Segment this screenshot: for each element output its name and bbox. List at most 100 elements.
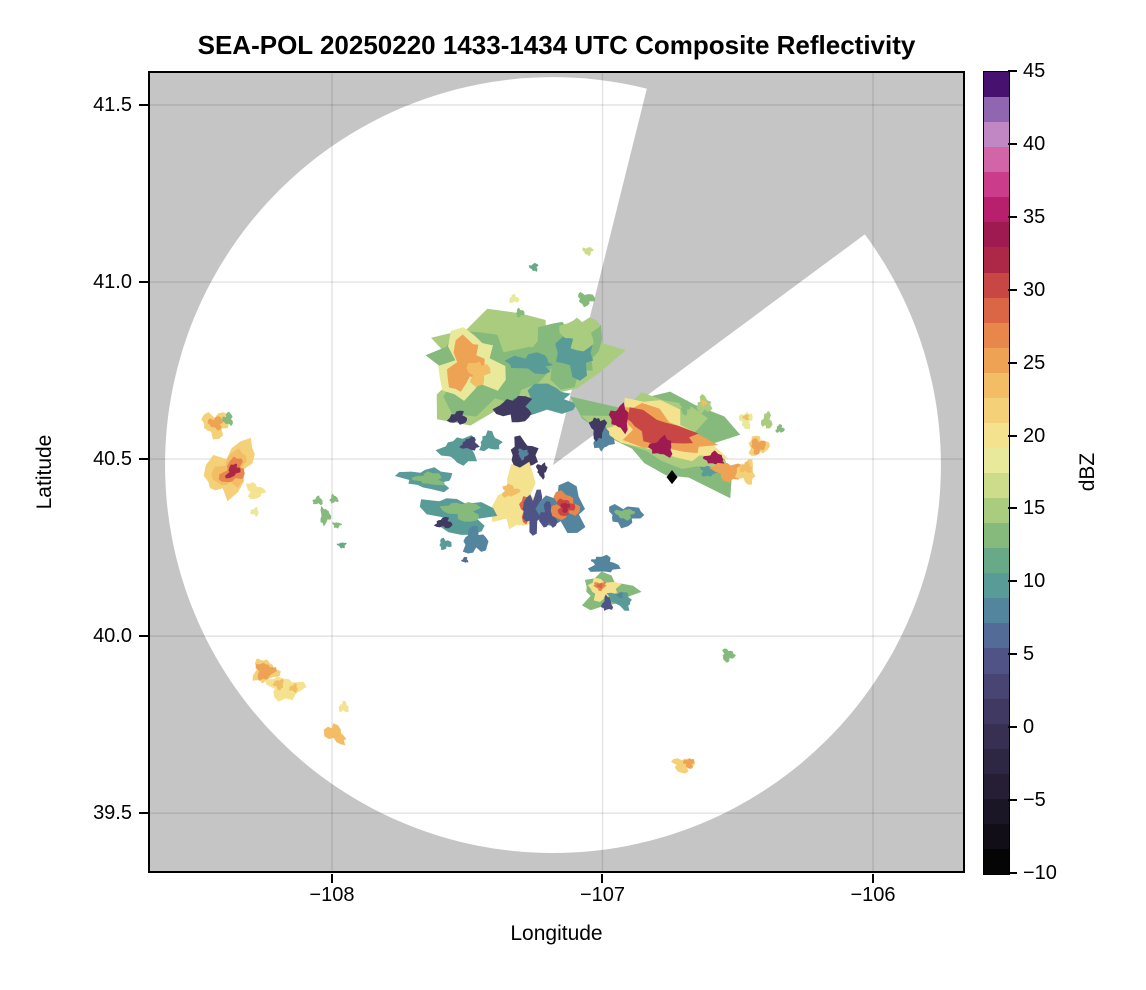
colorbar-band bbox=[984, 748, 1009, 774]
x-tick bbox=[330, 874, 333, 883]
colorbar-band bbox=[984, 823, 1009, 849]
echo-patch bbox=[249, 507, 259, 517]
y-tick-label: 41.0 bbox=[93, 271, 132, 294]
colorbar-tick-label: 10 bbox=[1023, 570, 1046, 593]
echo-patch bbox=[462, 526, 489, 554]
colorbar-tick-label: 20 bbox=[1023, 424, 1046, 447]
echo-patch bbox=[528, 262, 539, 272]
colorbar bbox=[983, 71, 1010, 875]
echo-patch bbox=[619, 407, 699, 446]
echo-patch bbox=[742, 414, 750, 421]
y-tick bbox=[139, 103, 148, 106]
colorbar-tick-label: 0 bbox=[1023, 716, 1035, 739]
echo-patch bbox=[255, 662, 277, 681]
colorbar-tick bbox=[1008, 507, 1017, 510]
echo-patch bbox=[332, 522, 342, 529]
chart-title: SEA-POL 20250220 1433-1434 UTC Composite… bbox=[197, 30, 916, 60]
colorbar-band bbox=[984, 422, 1009, 448]
colorbar-band bbox=[984, 798, 1009, 824]
reflectivity-map bbox=[148, 71, 965, 873]
colorbar-band bbox=[984, 172, 1009, 198]
plot-area bbox=[148, 71, 965, 873]
colorbar-tick-label: −10 bbox=[1023, 862, 1057, 884]
echo-patch bbox=[518, 448, 529, 461]
colorbar-band bbox=[984, 673, 1009, 699]
colorbar-tick-label: 40 bbox=[1023, 132, 1046, 155]
colorbar-tick bbox=[1008, 361, 1017, 364]
echo-patch bbox=[504, 352, 554, 375]
colorbar-band bbox=[984, 297, 1009, 323]
echo-patch bbox=[329, 493, 339, 504]
echo-patch bbox=[616, 591, 623, 598]
colorbar-tick bbox=[1008, 653, 1017, 656]
colorbar-band bbox=[984, 698, 1009, 724]
colorbar-band bbox=[984, 97, 1009, 123]
echo-patch bbox=[601, 594, 614, 611]
colorbar-tick bbox=[1008, 215, 1017, 218]
echo-patch bbox=[433, 516, 453, 529]
echo-patch bbox=[608, 402, 629, 435]
gridlines bbox=[148, 71, 965, 873]
echo-patch bbox=[761, 410, 773, 429]
echo-patch bbox=[559, 317, 601, 352]
echo-patch bbox=[459, 436, 480, 451]
echo-patch bbox=[739, 461, 753, 473]
echo-patch bbox=[709, 462, 745, 483]
colorbar-band bbox=[984, 72, 1009, 98]
y-tick bbox=[139, 635, 148, 638]
echo-patch bbox=[502, 483, 521, 498]
echo-patch bbox=[775, 424, 785, 433]
echo-patch bbox=[751, 438, 766, 455]
colorbar-band bbox=[984, 573, 1009, 599]
echo-patch bbox=[578, 291, 596, 308]
echo-patch bbox=[320, 506, 332, 527]
y-tick-label: 41.5 bbox=[93, 93, 132, 116]
echo-patch bbox=[539, 501, 558, 528]
colorbar-band bbox=[984, 122, 1009, 148]
x-tick bbox=[601, 874, 604, 883]
echo-patch bbox=[682, 758, 695, 769]
colorbar-tick bbox=[1008, 434, 1017, 437]
colorbar-tick-label: 45 bbox=[1023, 60, 1046, 82]
colorbar-tick bbox=[1008, 799, 1017, 802]
echo-patch bbox=[606, 592, 632, 611]
echo-patch bbox=[702, 450, 726, 468]
echo-patch bbox=[336, 542, 347, 549]
colorbar-tick bbox=[1008, 288, 1017, 291]
y-tick-label: 40.5 bbox=[93, 448, 132, 471]
echo-patch bbox=[588, 417, 608, 442]
colorbar-band bbox=[984, 347, 1009, 373]
echo-patch bbox=[648, 434, 673, 458]
colorbar-tick bbox=[1008, 726, 1017, 729]
colorbar-band bbox=[984, 322, 1009, 348]
echo-patch bbox=[439, 502, 482, 522]
echo-patch bbox=[596, 583, 604, 589]
colorbar-tick bbox=[1008, 872, 1017, 874]
colorbar-band bbox=[984, 848, 1009, 874]
colorbar-band bbox=[984, 197, 1009, 223]
colorbar-tick bbox=[1008, 142, 1017, 145]
colorbar-tick-label: 15 bbox=[1023, 497, 1046, 520]
echo-layer bbox=[201, 247, 785, 774]
echo-patch bbox=[587, 554, 621, 573]
echo-patch bbox=[446, 410, 467, 425]
colorbar-band bbox=[984, 397, 1009, 423]
y-tick bbox=[139, 281, 148, 284]
colorbar-tick-label: −5 bbox=[1023, 789, 1046, 812]
echo-patch bbox=[338, 700, 350, 712]
colorbar-band bbox=[984, 222, 1009, 248]
echo-patch bbox=[509, 293, 520, 303]
x-axis-label: Longitude bbox=[510, 922, 603, 945]
colorbar-tick-label: 5 bbox=[1023, 643, 1035, 666]
echo-patch bbox=[734, 459, 756, 485]
colorbar-band bbox=[984, 598, 1009, 624]
echo-patch bbox=[323, 723, 347, 746]
colorbar-band bbox=[984, 548, 1009, 574]
echo-patch bbox=[699, 465, 722, 477]
echo-patch bbox=[522, 489, 543, 536]
axes-spines bbox=[148, 71, 965, 873]
x-tick-label: −107 bbox=[579, 884, 626, 906]
echo-patch bbox=[207, 416, 223, 431]
y-tick bbox=[139, 458, 148, 461]
